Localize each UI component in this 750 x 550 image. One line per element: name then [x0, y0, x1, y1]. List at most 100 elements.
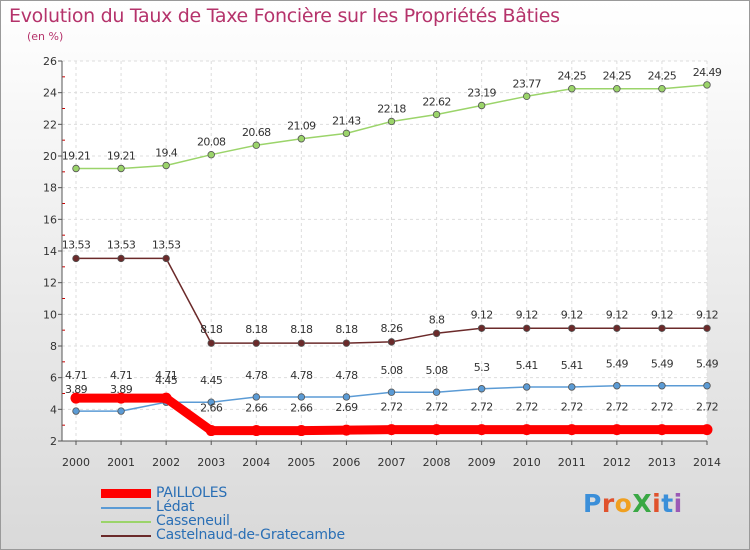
data-label: 22.62	[422, 96, 451, 109]
data-point	[340, 424, 352, 436]
data-label: 3.89	[110, 383, 133, 396]
x-tick-label: 2005	[287, 456, 315, 469]
data-label: 5.41	[516, 359, 538, 372]
data-point	[70, 392, 82, 404]
x-tick-label: 2006	[332, 456, 360, 469]
data-point	[703, 81, 711, 89]
data-label: 5.08	[426, 364, 449, 377]
data-point	[476, 424, 488, 436]
data-label: 4.45	[155, 374, 178, 387]
legend-label: Casseneuil	[156, 513, 230, 529]
data-point	[703, 382, 711, 390]
data-point	[297, 393, 306, 401]
data-point	[72, 164, 80, 173]
data-label: 8.18	[290, 323, 313, 336]
data-label: 2.72	[380, 401, 402, 414]
data-label: 24.49	[693, 66, 722, 79]
x-tick-label: 2007	[378, 456, 406, 469]
data-point	[162, 161, 170, 170]
data-label: 5.49	[696, 358, 719, 371]
data-point	[297, 339, 306, 347]
data-point	[477, 101, 486, 110]
data-label: 19.4	[155, 147, 178, 160]
data-label: 8.26	[380, 322, 403, 335]
logo-letter: i	[673, 489, 683, 518]
data-label: 2.72	[696, 401, 718, 414]
data-label: 5.08	[380, 364, 403, 377]
data-point	[387, 388, 396, 396]
data-label: 2.72	[651, 401, 673, 414]
data-label: 13.53	[62, 238, 91, 251]
data-point	[342, 393, 351, 401]
data-point	[703, 324, 711, 332]
data-label: 4.45	[200, 374, 223, 387]
data-label: 2.72	[561, 401, 583, 414]
data-label: 5.41	[561, 359, 583, 372]
data-point	[477, 385, 486, 393]
data-label: 20.08	[197, 136, 226, 149]
x-tick-label: 2010	[513, 456, 541, 469]
data-label: 4.71	[155, 369, 177, 382]
logo-letter: P	[583, 489, 602, 518]
data-label: 21.43	[332, 114, 361, 127]
data-point	[432, 329, 441, 338]
chart-title: Evolution du Taux de Taxe Foncière sur l…	[9, 5, 560, 27]
y-tick-label: 12	[43, 277, 57, 290]
data-point	[297, 135, 306, 143]
data-label: 4.78	[245, 369, 268, 382]
legend-swatch	[101, 535, 151, 537]
x-tick-label: 2000	[62, 456, 90, 469]
data-point	[252, 141, 260, 149]
data-label: 5.49	[651, 358, 674, 371]
data-point	[252, 339, 260, 347]
data-label: 9.12	[651, 308, 673, 321]
data-label: 2.66	[200, 402, 223, 415]
data-label: 9.12	[471, 308, 493, 321]
data-point	[568, 324, 576, 332]
data-point	[342, 339, 351, 347]
data-point	[162, 254, 170, 263]
data-label: 23.77	[512, 77, 541, 90]
data-point	[477, 324, 486, 332]
y-tick-label: 26	[43, 55, 57, 68]
data-label: 19.21	[107, 150, 136, 163]
data-label: 2.72	[471, 401, 493, 414]
x-tick-label: 2009	[468, 456, 496, 469]
x-tick-label: 2001	[107, 456, 135, 469]
x-tick-label: 2004	[242, 456, 270, 469]
data-point	[566, 424, 578, 436]
data-point	[523, 324, 531, 332]
y-tick-label: 24	[43, 87, 57, 100]
legend-item: Lédat	[101, 499, 401, 515]
data-point	[431, 424, 443, 436]
data-label: 21.09	[287, 120, 316, 133]
legend-label: Castelnaud-de-Gratecambe	[156, 527, 345, 543]
data-label: 2.69	[335, 401, 358, 414]
data-point	[387, 117, 396, 126]
data-point	[295, 425, 307, 437]
data-label: 9.12	[606, 308, 628, 321]
logo-letter: t	[661, 489, 674, 518]
data-point	[568, 85, 576, 93]
legend-label: Lédat	[156, 499, 195, 515]
data-point	[568, 383, 576, 391]
data-label: 4.78	[290, 369, 313, 382]
data-label: 19.21	[62, 150, 91, 163]
logo-letter: r	[601, 489, 615, 518]
data-point	[387, 338, 396, 346]
data-point	[117, 254, 125, 263]
data-point	[72, 407, 80, 415]
data-point	[613, 324, 621, 332]
data-label: 2.72	[516, 401, 538, 414]
data-point	[523, 383, 531, 391]
plot-background	[62, 61, 707, 441]
legend-item: Casseneuil	[101, 513, 401, 529]
x-tick-label: 2014	[693, 456, 721, 469]
data-point	[205, 425, 217, 437]
data-point	[658, 324, 666, 332]
data-label: 9.12	[516, 308, 538, 321]
legend-swatch	[101, 489, 151, 498]
data-point	[207, 339, 215, 347]
data-point	[117, 407, 125, 415]
